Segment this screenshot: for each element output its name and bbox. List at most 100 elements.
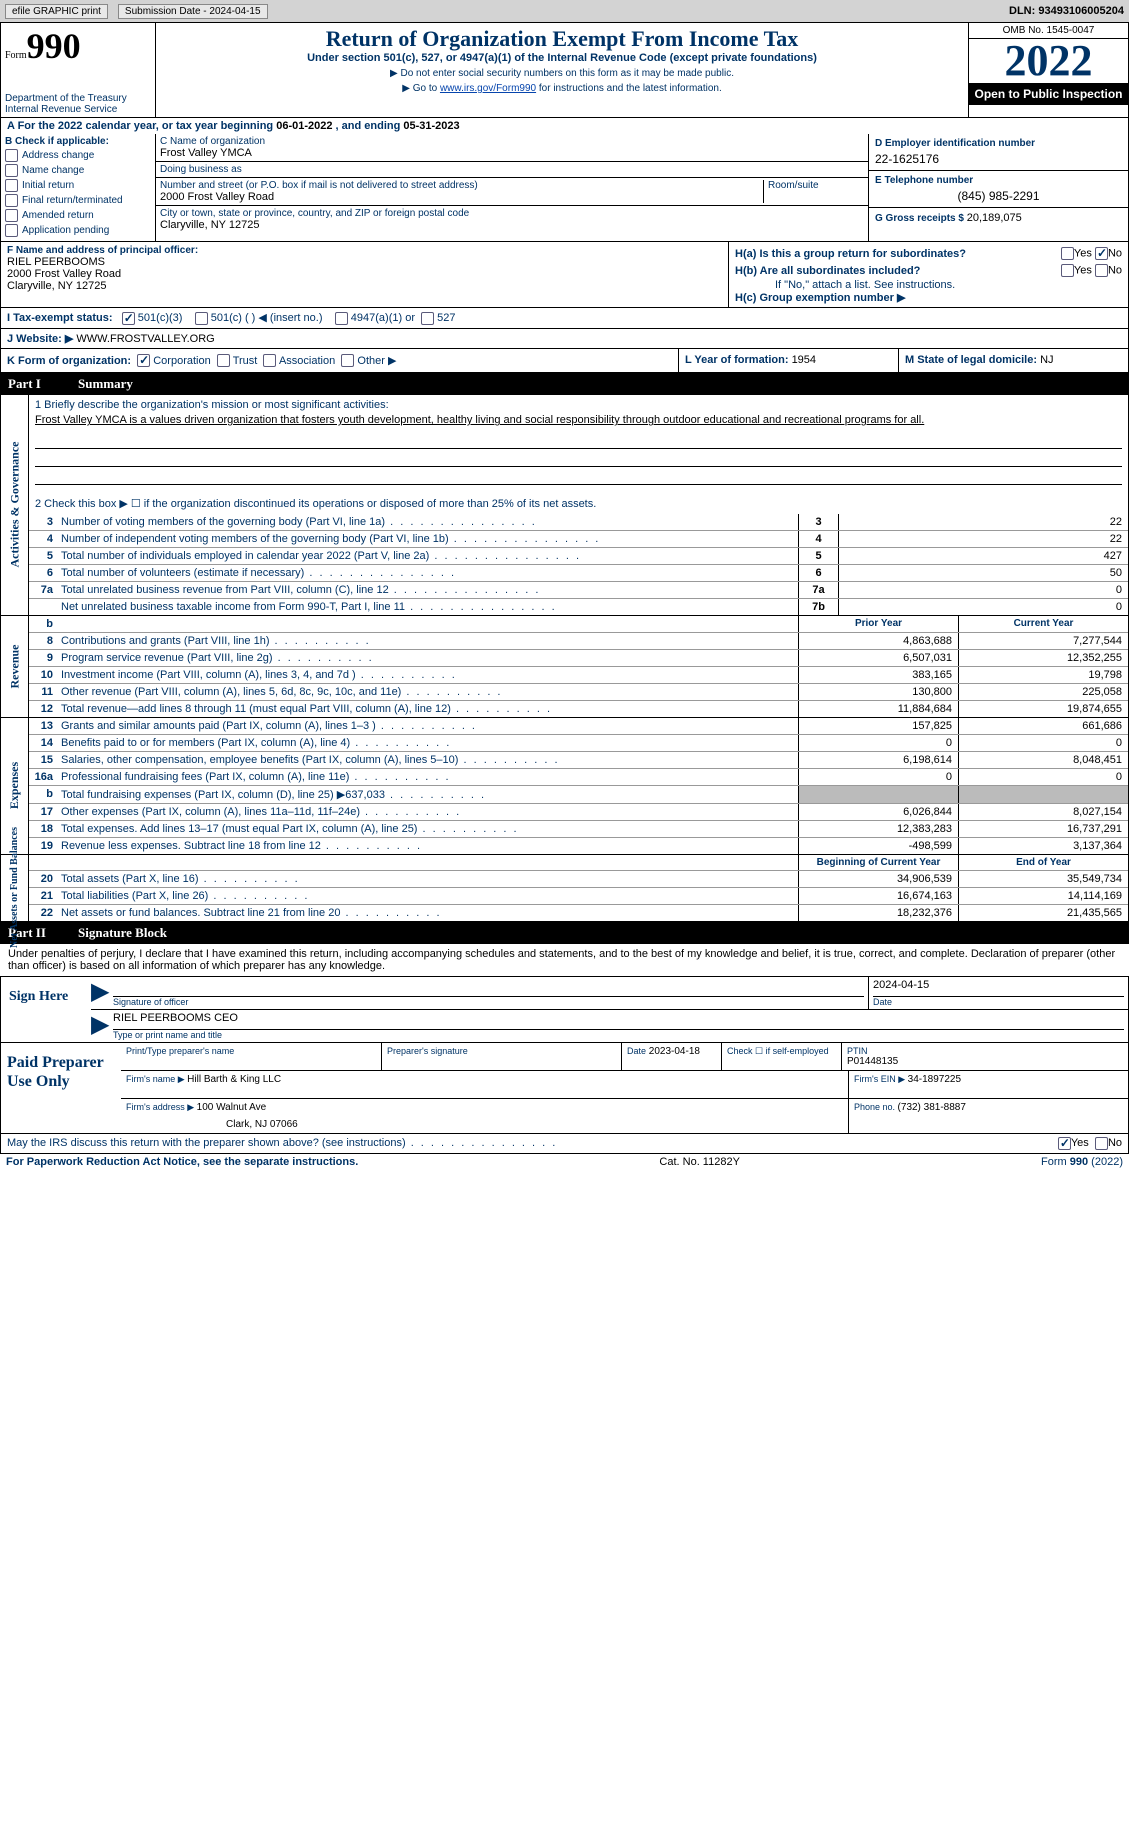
discuss-no: No: [1108, 1137, 1122, 1149]
prior-val: 16,674,163: [798, 888, 958, 904]
phone-val: (845) 985-2291: [875, 186, 1122, 203]
activities-governance-block: Activities & Governance 1 Briefly descri…: [0, 395, 1129, 615]
no-text2: No: [1108, 264, 1122, 276]
k-trust-check[interactable]: [217, 354, 230, 367]
prior-val: 6,198,614: [798, 752, 958, 768]
gross-val: 20,189,075: [967, 212, 1022, 224]
b-check[interactable]: [5, 224, 18, 237]
prep-name-label: Print/Type preparer's name: [126, 1046, 376, 1056]
yes-text2: Yes: [1074, 264, 1092, 276]
curr-val: 0: [958, 769, 1128, 785]
ha-yes-check[interactable]: [1061, 247, 1074, 260]
officer-addr2: Claryville, NY 12725: [7, 280, 722, 292]
part1-num: Part I: [8, 376, 78, 392]
officer-sig-line: [113, 979, 864, 997]
col-d-thru-g: D Employer identification number22-16251…: [868, 134, 1128, 241]
i-label: I Tax-exempt status:: [7, 312, 113, 324]
prior-val: 0: [798, 735, 958, 751]
firm-addr2: Clark, NJ 07066: [126, 1113, 843, 1130]
curr-val: 16,737,291: [958, 821, 1128, 837]
efile-button[interactable]: efile GRAPHIC print: [5, 4, 108, 19]
row-box: 7b: [798, 599, 838, 615]
line-j: J Website: ▶ WWW.FROSTVALLEY.ORG: [0, 329, 1129, 349]
paid-preparer-block: Paid Preparer Use Only Print/Type prepar…: [0, 1043, 1129, 1134]
discuss-yes-check[interactable]: [1058, 1137, 1071, 1150]
discuss-no-check[interactable]: [1095, 1137, 1108, 1150]
527-check[interactable]: [421, 312, 434, 325]
b-check[interactable]: [5, 164, 18, 177]
year-formed: 1954: [792, 354, 816, 366]
b-check[interactable]: [5, 194, 18, 207]
arrow-icon: ▶: [91, 1010, 109, 1042]
curr-val: 35,549,734: [958, 871, 1128, 887]
rot-rev-text: Revenue: [7, 644, 22, 688]
b-check[interactable]: [5, 209, 18, 222]
line-2: 2 Check this box ▶ ☐ if the organization…: [29, 493, 1128, 514]
rot-exp-text: Expenses: [7, 762, 22, 809]
form-number: 990: [27, 26, 81, 66]
row-desc: Salaries, other compensation, employee b…: [57, 752, 798, 768]
k-label: K Form of organization:: [7, 355, 131, 367]
row-num: 17: [29, 804, 57, 820]
b-check[interactable]: [5, 149, 18, 162]
yes-text: Yes: [1074, 247, 1092, 259]
arrow-icon: ▶: [91, 977, 109, 1009]
row-desc: Total unrelated business revenue from Pa…: [57, 582, 798, 598]
row-desc: Net assets or fund balances. Subtract li…: [57, 905, 798, 921]
row-val: 22: [838, 531, 1128, 547]
501c-check[interactable]: [195, 312, 208, 325]
firm-ein: 34-1897225: [908, 1074, 961, 1085]
row-desc: Total number of volunteers (estimate if …: [57, 565, 798, 581]
num-b: b: [29, 616, 57, 632]
prior-val: 34,906,539: [798, 871, 958, 887]
k-other-check[interactable]: [341, 354, 354, 367]
mission-text: Frost Valley YMCA is a values driven org…: [35, 411, 1122, 430]
firm-name: Hill Barth & King LLC: [187, 1074, 281, 1085]
row-desc: Total expenses. Add lines 13–17 (must eq…: [57, 821, 798, 837]
irs-link[interactable]: www.irs.gov/Form990: [440, 83, 536, 94]
501c3-check[interactable]: [122, 312, 135, 325]
row-num: 4: [29, 531, 57, 547]
row-desc: Total liabilities (Part X, line 26): [57, 888, 798, 904]
blank-num: [29, 855, 57, 870]
prior-val: 6,507,031: [798, 650, 958, 666]
prior-val: 6,026,844: [798, 804, 958, 820]
k-assoc-check[interactable]: [263, 354, 276, 367]
city-val: Claryville, NY 12725: [160, 219, 864, 231]
row-num: 16a: [29, 769, 57, 785]
sig-label: Signature of officer: [113, 997, 864, 1007]
line-a-pre: A For the 2022 calendar year, or tax yea…: [7, 120, 276, 132]
hb-label: H(b) Are all subordinates included?: [735, 265, 920, 277]
col-c: C Name of organizationFrost Valley YMCA …: [156, 134, 868, 241]
tax-year: 2022: [969, 39, 1128, 83]
row-num: 11: [29, 684, 57, 700]
netassets-block: Net Assets or Fund Balances Beginning of…: [0, 855, 1129, 922]
row-box: 5: [798, 548, 838, 564]
submission-date-button[interactable]: Submission Date - 2024-04-15: [118, 4, 268, 19]
hb-no-check[interactable]: [1095, 264, 1108, 277]
firm-ein-label: Firm's EIN ▶: [854, 1074, 908, 1084]
row-desc: Investment income (Part VIII, column (A)…: [57, 667, 798, 683]
4947-check[interactable]: [335, 312, 348, 325]
row-num: 10: [29, 667, 57, 683]
b-check[interactable]: [5, 179, 18, 192]
hb-yes-check[interactable]: [1061, 264, 1074, 277]
curr-val: 225,058: [958, 684, 1128, 700]
curr-val: 8,048,451: [958, 752, 1128, 768]
b-opt-label: Initial return: [22, 180, 74, 191]
blank-desc: [57, 616, 798, 632]
curr-val: 19,874,655: [958, 701, 1128, 717]
m-label: M State of legal domicile:: [905, 354, 1040, 366]
k-corp-check[interactable]: [137, 354, 150, 367]
row-num: 13: [29, 718, 57, 734]
rot-ag-text: Activities & Governance: [7, 442, 22, 568]
curr-val: 7,277,544: [958, 633, 1128, 649]
row-desc: Benefits paid to or for members (Part IX…: [57, 735, 798, 751]
curr-val: 21,435,565: [958, 905, 1128, 921]
b-opt-label: Final return/terminated: [22, 195, 123, 206]
row-val: 0: [838, 599, 1128, 615]
irs-discuss-row: May the IRS discuss this return with the…: [0, 1134, 1129, 1154]
ha-no-check[interactable]: [1095, 247, 1108, 260]
i-o3: 4947(a)(1) or: [351, 312, 415, 324]
name-label: Type or print name and title: [113, 1030, 1124, 1040]
